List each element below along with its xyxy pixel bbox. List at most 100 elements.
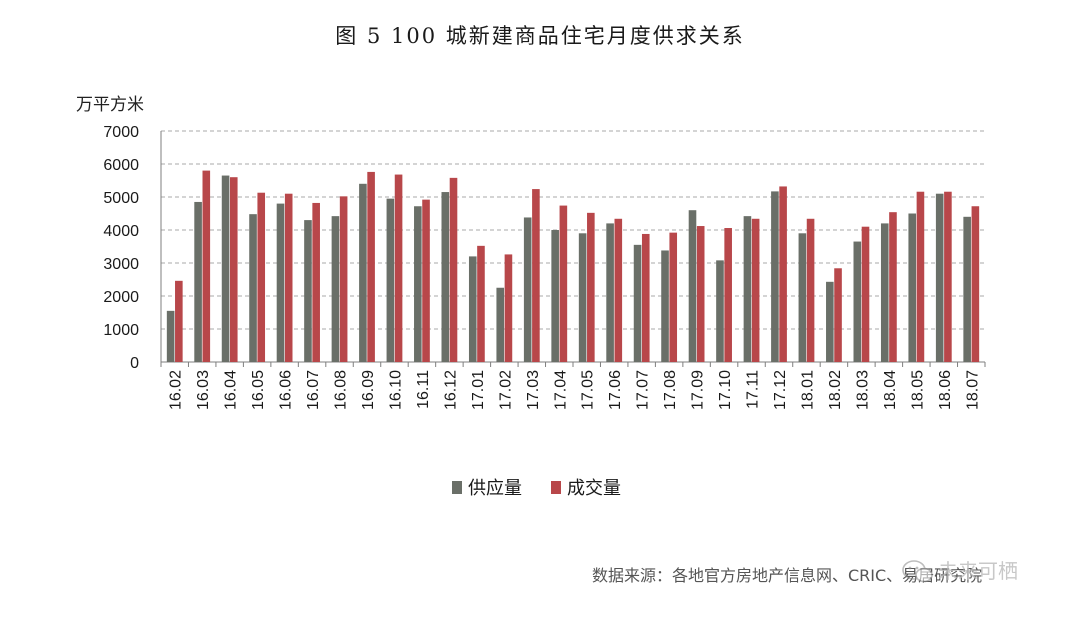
bar-deal	[641, 233, 650, 362]
legend-label-deal: 成交量	[567, 478, 621, 499]
bar-supply	[414, 206, 422, 362]
bar-deal	[339, 196, 348, 362]
y-axis-label: 万平方米	[76, 95, 144, 115]
bar-supply	[578, 233, 587, 362]
bar-deal	[559, 205, 568, 362]
bar-deal	[449, 177, 458, 362]
x-tick-label: 16.12	[442, 370, 459, 410]
bar-supply	[661, 250, 669, 362]
y-tick-label: 3000	[103, 256, 139, 273]
x-tick-label: 17.07	[635, 370, 652, 410]
x-tick-label: 16.07	[305, 370, 322, 410]
bar-supply	[633, 244, 642, 362]
bar-supply	[386, 198, 395, 362]
bar-supply	[249, 214, 257, 362]
x-tick-label: 17.11	[745, 370, 762, 409]
x-tick-label: 17.01	[470, 370, 487, 410]
bar-deal	[861, 226, 870, 362]
bar-deal	[806, 218, 815, 362]
bar-supply	[935, 193, 944, 362]
y-tick-label: 5000	[103, 190, 139, 207]
x-tick-label: 16.04	[223, 370, 240, 410]
x-tick-label: 17.09	[690, 370, 707, 410]
watermark: 未来可栖	[900, 556, 1050, 586]
bar-supply	[331, 216, 340, 362]
bar-deal	[422, 199, 430, 362]
x-tick-label: 18.03	[854, 370, 871, 410]
y-tick-label: 2000	[103, 289, 139, 306]
bar-supply	[743, 216, 752, 362]
bar-supply	[194, 201, 202, 362]
bar-deal	[284, 193, 293, 362]
x-tick-label: 16.02	[168, 370, 185, 410]
x-tick-label: 16.10	[387, 370, 404, 410]
data-source-note: 数据来源：各地官方房地产信息网、CRIC、易居研究院	[592, 566, 983, 585]
bar-deal	[532, 189, 540, 362]
bar-deal	[367, 171, 375, 362]
bar-deal	[587, 212, 595, 362]
x-tick-label: 18.04	[882, 370, 899, 410]
bar-deal	[696, 226, 705, 362]
bar-deal	[724, 228, 732, 362]
bar-supply	[551, 230, 559, 362]
bar-supply	[523, 217, 532, 362]
chart-title: 图 5 100 城新建商品住宅月度供求关系	[335, 24, 745, 48]
bar-supply	[798, 233, 807, 362]
x-tick-label: 18.01	[799, 370, 816, 410]
bar-deal	[916, 191, 925, 362]
bar-deal	[834, 268, 842, 362]
watermark-text: 未来可栖	[938, 559, 1018, 583]
x-tick-label: 17.05	[580, 370, 597, 410]
bar-deal	[394, 174, 403, 362]
legend-swatch-supply	[452, 481, 462, 494]
bar-supply	[716, 260, 724, 362]
bar-deal	[971, 206, 980, 362]
bar-deal	[751, 218, 760, 362]
y-tick-label: 7000	[103, 124, 139, 141]
bar-deal	[257, 192, 266, 362]
x-tick-label: 17.02	[497, 370, 514, 410]
bar-supply	[166, 310, 175, 362]
bar-supply	[688, 210, 697, 362]
bar-deal	[504, 254, 513, 362]
x-tick-label: 17.04	[552, 370, 569, 410]
x-tick-label: 16.05	[250, 370, 267, 410]
bar-supply	[963, 216, 971, 362]
bar-supply	[359, 183, 367, 362]
wechat-icon	[902, 560, 933, 583]
bar-deal	[477, 245, 485, 362]
x-tick-label: 16.08	[333, 370, 350, 410]
bar-supply	[826, 281, 834, 362]
x-tick-label: 16.03	[195, 370, 212, 410]
bar-deal	[229, 177, 238, 362]
bar-deal	[779, 186, 787, 362]
bar-supply	[880, 223, 889, 362]
x-tick-label: 17.06	[607, 370, 624, 410]
x-tick-label: 17.08	[662, 370, 679, 410]
legend-swatch-deal	[551, 481, 561, 494]
y-tick-label: 0	[130, 355, 139, 372]
y-tick-label: 1000	[103, 322, 139, 339]
bar-supply	[468, 256, 477, 362]
x-tick-label: 17.10	[717, 370, 734, 410]
y-tick-label: 6000	[103, 157, 139, 174]
x-tick-label: 18.06	[937, 370, 954, 410]
bar-deal	[889, 212, 897, 362]
bar-deal	[202, 170, 211, 362]
x-tick-label: 17.03	[525, 370, 542, 410]
x-tick-label: 18.02	[827, 370, 844, 410]
bar-supply	[771, 191, 779, 362]
x-tick-label: 16.06	[278, 370, 295, 410]
bar-deal	[614, 218, 623, 362]
bar-deal	[669, 232, 678, 362]
bar-supply	[276, 203, 285, 362]
x-tick-label: 17.12	[772, 370, 789, 410]
bar-supply	[441, 192, 450, 362]
bar-supply	[221, 175, 230, 362]
bar-deal	[312, 202, 320, 362]
bar-supply	[908, 213, 917, 362]
bar-deal	[175, 280, 183, 362]
bar-supply	[606, 223, 614, 362]
x-tick-label: 16.09	[360, 370, 377, 410]
